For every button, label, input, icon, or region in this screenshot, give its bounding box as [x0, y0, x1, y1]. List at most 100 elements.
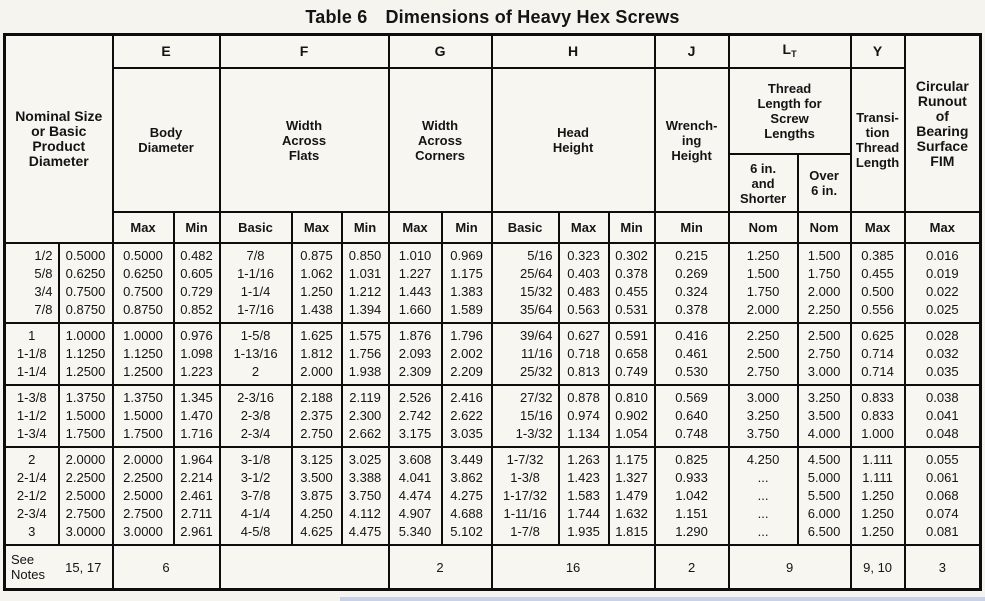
- cell-Y_max: 0.833: [849, 385, 906, 407]
- cell-E_min: 2.461: [172, 487, 221, 505]
- subcol-F-basic: Basic: [218, 211, 293, 244]
- cell-G_max: 3.175: [387, 425, 443, 447]
- cell-H_basic: 25/32: [490, 363, 560, 385]
- cell-J_min: 0.933: [653, 469, 730, 487]
- footer-note-e: 6: [111, 544, 221, 591]
- cell-LT_6in_shorter_nom: 3.000: [727, 385, 799, 407]
- see-notes-row: See Notes 15, 17 6 2 16 2 9 9, 10 3: [3, 544, 982, 591]
- cell-F_min: 2.119: [340, 385, 390, 407]
- cell-Y_max: 1.111: [849, 447, 906, 469]
- cell-Y_max: 1.250: [849, 505, 906, 523]
- col-header-wrenching-height: Wrench- ing Height: [653, 67, 730, 213]
- cell-G_min: 3.035: [440, 425, 493, 447]
- table-row: 1/2 0.5000 0.5000 0.482 7/8 0.875 0.850 1.010 0.…: [3, 243, 982, 265]
- cell-E_max: 1.1250: [111, 345, 175, 363]
- cell-E_min: 0.605: [172, 265, 221, 283]
- cell-F_min: 1.756: [340, 345, 390, 363]
- table-header: Nominal Size or Basic Product Diameter E…: [3, 33, 982, 244]
- cell-J_min: 0.640: [653, 407, 730, 425]
- cell-F_min: 1.031: [340, 265, 390, 283]
- cell-F_basic: 1-1/16: [218, 265, 293, 283]
- subcol-E-min: Min: [172, 211, 221, 244]
- table-row: 2 2.0000 2.0000 1.964 3-1/8 3.125 3.025 3.608 3.…: [3, 447, 982, 469]
- col-header-nominal: Nominal Size or Basic Product Diameter: [3, 33, 114, 244]
- cell-G_max: 2.093: [387, 345, 443, 363]
- table-row: 1-1/2 1.5000 1.5000 1.470 2-3/8 2.375 2.300 2.7…: [3, 407, 982, 425]
- cell-H_max: 1.744: [557, 505, 610, 523]
- cell-E_min: 1.716: [172, 425, 221, 447]
- see-notes-label: See Notes: [11, 552, 45, 582]
- subcol-H-min: Min: [607, 211, 656, 244]
- cell-H_min: 1.327: [607, 469, 656, 487]
- cell-nominal_decimal: 1.7500: [57, 425, 114, 447]
- cell-F_basic: 1-5/8: [218, 323, 293, 345]
- cell-G_min: 2.416: [440, 385, 493, 407]
- cell-H_min: 1.815: [607, 523, 656, 545]
- cell-F_basic: 3-1/8: [218, 447, 293, 469]
- subcol-F-min: Min: [340, 211, 390, 244]
- cell-runout_max: 0.055: [903, 447, 982, 469]
- cell-G_max: 1.443: [387, 283, 443, 301]
- cell-F_min: 1.394: [340, 301, 390, 323]
- cell-Y_max: 1.000: [849, 425, 906, 447]
- cell-nominal_fraction: 1-1/4: [3, 363, 60, 385]
- cell-F_basic: 2-3/4: [218, 425, 293, 447]
- footer-note-runout: 3: [903, 544, 982, 591]
- cell-G_max: 4.041: [387, 469, 443, 487]
- size-group-1-3-8-to-1-3-4: 1-3/8 1.3750 1.3750 1.345 2-3/16 2.188 2.119 2.…: [3, 385, 982, 447]
- cell-H_min: 1.054: [607, 425, 656, 447]
- cell-F_max: 4.625: [290, 523, 343, 545]
- cell-F_min: 0.850: [340, 243, 390, 265]
- cell-G_min: 0.969: [440, 243, 493, 265]
- cell-nominal_fraction: 7/8: [3, 301, 60, 323]
- cell-H_min: 0.378: [607, 265, 656, 283]
- cell-nominal_decimal: 1.5000: [57, 407, 114, 425]
- cell-runout_max: 0.048: [903, 425, 982, 447]
- footer-note-lt: 9: [727, 544, 852, 591]
- cell-H_min: 0.810: [607, 385, 656, 407]
- cell-runout_max: 0.068: [903, 487, 982, 505]
- cell-G_min: 3.862: [440, 469, 493, 487]
- cell-F_basic: 4-5/8: [218, 523, 293, 545]
- cell-H_basic: 5/16: [490, 243, 560, 265]
- cell-E_min: 1.470: [172, 407, 221, 425]
- cell-E_max: 3.0000: [111, 523, 175, 545]
- cell-F_min: 3.388: [340, 469, 390, 487]
- cell-G_min: 2.002: [440, 345, 493, 363]
- cell-LT_6in_shorter_nom: ...: [727, 469, 799, 487]
- cell-F_max: 3.875: [290, 487, 343, 505]
- cell-F_max: 1.625: [290, 323, 343, 345]
- cell-H_min: 0.658: [607, 345, 656, 363]
- footer-note-f: [218, 544, 390, 591]
- size-group-2-to-3: 2 2.0000 2.0000 1.964 3-1/8 3.125 3.025 3.608 3.…: [3, 447, 982, 545]
- scan-artifact-line: [340, 597, 985, 601]
- cell-H_max: 0.718: [557, 345, 610, 363]
- cell-nominal_decimal: 0.5000: [57, 243, 114, 265]
- cell-F_basic: 4-1/4: [218, 505, 293, 523]
- cell-LT_over_6in_nom: 2.000: [796, 283, 852, 301]
- table-row: 7/8 0.8750 0.8750 0.852 1-7/16 1.438 1.394 1.66…: [3, 301, 982, 323]
- cell-H_basic: 11/16: [490, 345, 560, 363]
- cell-nominal_decimal: 2.7500: [57, 505, 114, 523]
- cell-H_max: 0.563: [557, 301, 610, 323]
- cell-runout_max: 0.032: [903, 345, 982, 363]
- cell-E_max: 2.0000: [111, 447, 175, 469]
- cell-H_basic: 27/32: [490, 385, 560, 407]
- cell-F_basic: 2-3/8: [218, 407, 293, 425]
- cell-G_min: 1.589: [440, 301, 493, 323]
- cell-H_basic: 1-7/8: [490, 523, 560, 545]
- cell-LT_6in_shorter_nom: 3.750: [727, 425, 799, 447]
- cell-H_min: 0.455: [607, 283, 656, 301]
- cell-H_basic: 1-7/32: [490, 447, 560, 469]
- cell-E_max: 2.2500: [111, 469, 175, 487]
- cell-E_min: 0.729: [172, 283, 221, 301]
- cell-E_max: 0.5000: [111, 243, 175, 265]
- cell-J_min: 0.324: [653, 283, 730, 301]
- cell-Y_max: 1.250: [849, 487, 906, 505]
- subcol-LT-nom-2: Nom: [796, 211, 852, 244]
- cell-LT_6in_shorter_nom: 2.750: [727, 363, 799, 385]
- cell-G_min: 2.209: [440, 363, 493, 385]
- cell-H_max: 1.935: [557, 523, 610, 545]
- cell-nominal_fraction: 1-3/4: [3, 425, 60, 447]
